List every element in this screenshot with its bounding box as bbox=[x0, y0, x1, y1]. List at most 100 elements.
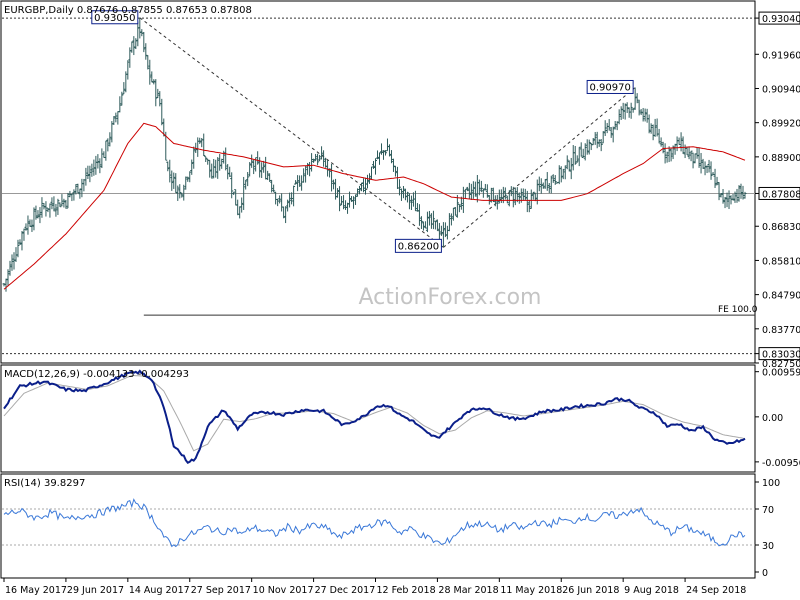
price-bar bbox=[8, 260, 12, 276]
price-bar bbox=[260, 162, 264, 178]
price-bar bbox=[629, 102, 633, 119]
price-tick-label: 0.85810 bbox=[762, 256, 800, 267]
price-bar bbox=[387, 144, 391, 157]
time-label: 9 Aug 2018 bbox=[624, 585, 679, 596]
price-bar bbox=[16, 239, 20, 258]
price-bar bbox=[88, 165, 92, 183]
price-bar bbox=[160, 98, 164, 126]
price-bar bbox=[531, 191, 535, 200]
moving-average bbox=[3, 122, 746, 290]
swing-label: 0.90970 bbox=[589, 82, 630, 93]
price-bar bbox=[577, 146, 581, 167]
price-bar bbox=[581, 148, 585, 158]
price-bar bbox=[210, 163, 214, 179]
price-bar bbox=[511, 186, 515, 208]
price-bar bbox=[20, 231, 24, 251]
price-bar bbox=[513, 187, 517, 206]
price-bar bbox=[483, 183, 487, 191]
price-tag-box bbox=[758, 186, 800, 200]
rsi-panel-frame bbox=[0, 473, 756, 579]
price-bar bbox=[603, 120, 607, 136]
price-bar bbox=[417, 204, 421, 226]
price-bar bbox=[635, 93, 639, 104]
price-bar bbox=[90, 163, 94, 177]
price-bar bbox=[92, 159, 96, 176]
price-bar bbox=[653, 118, 657, 137]
price-bar bbox=[377, 152, 381, 165]
price-bar bbox=[525, 190, 529, 213]
price-bar bbox=[733, 191, 737, 203]
price-bar bbox=[38, 207, 42, 224]
price-bar bbox=[707, 159, 711, 173]
price-bar bbox=[583, 143, 587, 161]
price-bar bbox=[419, 216, 423, 229]
price-bar bbox=[391, 158, 395, 172]
price-bar bbox=[86, 165, 90, 180]
price-bar bbox=[721, 188, 725, 204]
price-bar bbox=[130, 41, 134, 53]
price-bar bbox=[320, 146, 324, 160]
price-bar bbox=[272, 184, 276, 193]
price-bar bbox=[619, 106, 623, 120]
price-bar bbox=[705, 165, 709, 174]
time-label: 27 Dec 2017 bbox=[315, 585, 376, 596]
price-tag-box bbox=[758, 11, 800, 25]
price-bar bbox=[595, 131, 599, 149]
price-bar bbox=[479, 180, 483, 193]
price-bar bbox=[142, 31, 146, 53]
price-bar bbox=[607, 119, 611, 131]
price-bar bbox=[399, 188, 403, 201]
price-bar bbox=[174, 173, 178, 193]
price-bar bbox=[178, 184, 182, 199]
time-label: 29 Jun 2017 bbox=[67, 585, 124, 596]
price-bar bbox=[36, 210, 40, 219]
price-bar bbox=[433, 220, 437, 230]
price-bar bbox=[547, 183, 551, 194]
time-label: 14 Aug 2017 bbox=[129, 585, 190, 596]
price-bar bbox=[601, 131, 605, 144]
time-axis: 16 May 2017 29 Jun 2017 14 Aug 2017 27 Sep … bbox=[3, 578, 746, 596]
watermark: ActionForex.com bbox=[359, 285, 542, 310]
price-bar bbox=[224, 147, 228, 171]
price-bar bbox=[202, 133, 206, 157]
price-bar bbox=[296, 175, 300, 192]
price-bar bbox=[503, 187, 507, 200]
time-label: 12 Feb 2018 bbox=[376, 585, 435, 596]
price-bar bbox=[34, 205, 38, 220]
time-label: 28 Mar 2018 bbox=[438, 585, 498, 596]
price-bar bbox=[713, 168, 717, 188]
price-bar bbox=[64, 199, 68, 209]
price-bar bbox=[379, 143, 383, 155]
price-title: EURGBP,Daily 0.87676 0.87855 0.87653 0.8… bbox=[4, 5, 252, 16]
price-bar bbox=[332, 179, 336, 190]
price-bar bbox=[699, 152, 703, 174]
price-bar bbox=[633, 87, 637, 110]
macd-panel-frame bbox=[0, 364, 756, 473]
price-bar bbox=[114, 112, 118, 123]
price-bar bbox=[431, 210, 435, 230]
price-bar bbox=[366, 174, 370, 189]
price-bar bbox=[184, 176, 188, 190]
price-bar bbox=[368, 173, 372, 184]
price-bar bbox=[216, 157, 220, 179]
price-tick-label: 0.82750 bbox=[762, 359, 800, 370]
price-bar bbox=[156, 88, 160, 99]
price-bar bbox=[641, 107, 645, 122]
price-bar bbox=[356, 188, 360, 197]
price-bar bbox=[587, 139, 591, 155]
price-bar bbox=[585, 139, 589, 155]
time-label: 11 May 2018 bbox=[500, 585, 562, 596]
macd-signal-line bbox=[3, 374, 746, 452]
price-bar bbox=[72, 189, 76, 201]
price-panel-frame bbox=[0, 0, 756, 364]
price-tick-label: 0.93040 bbox=[762, 14, 800, 25]
price-bar bbox=[148, 59, 152, 85]
rsi-line bbox=[2, 498, 755, 548]
price-bar bbox=[631, 108, 635, 113]
price-bar bbox=[96, 154, 100, 169]
price-bar bbox=[551, 174, 555, 183]
price-bar bbox=[599, 139, 603, 152]
price-tick-label: 0.89920 bbox=[762, 119, 800, 130]
price-bar bbox=[56, 198, 60, 215]
price-bar bbox=[553, 175, 557, 185]
